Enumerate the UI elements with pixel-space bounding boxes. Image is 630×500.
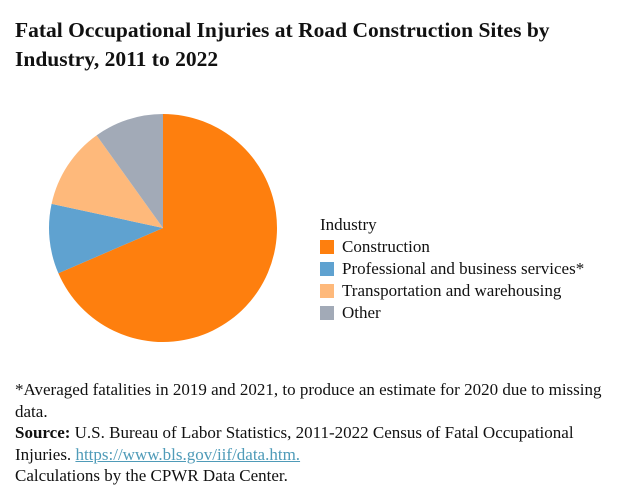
legend-item-other[interactable]: Other <box>320 302 584 324</box>
pie-slice-other[interactable] <box>96 114 163 228</box>
pie-chart <box>48 114 277 342</box>
chart-notes: *Averaged fatalities in 2019 and 2021, t… <box>15 379 625 487</box>
source-note: Source: U.S. Bureau of Labor Statistics,… <box>15 422 625 465</box>
legend-label: Transportation and warehousing <box>342 281 562 300</box>
legend-swatch <box>320 284 334 298</box>
legend-label: Professional and business services* <box>342 259 585 278</box>
legend-item-transportation[interactable]: Transportation and warehousing <box>320 280 584 302</box>
legend-label: Construction <box>342 237 430 256</box>
legend: Industry Construction Professional and b… <box>320 214 584 324</box>
chart-title: Fatal Occupational Injuries at Road Cons… <box>15 18 550 71</box>
source-label: Source: <box>15 423 71 443</box>
legend-item-professional-business[interactable]: Professional and business services* <box>320 258 584 280</box>
source-link[interactable]: https://www.bls.gov/iif/data.htm. <box>75 444 301 464</box>
legend-swatch <box>320 306 334 320</box>
legend-title: Industry <box>320 215 377 234</box>
pie-slice-construction[interactable] <box>58 114 277 342</box>
pie-slice-transportation-and-warehousing[interactable] <box>51 135 163 228</box>
footnote: *Averaged fatalities in 2019 and 2021, t… <box>15 380 602 421</box>
legend-item-construction[interactable]: Construction <box>320 236 584 258</box>
source-text: U.S. Bureau of Labor Statistics, 2011-20… <box>15 423 574 464</box>
legend-label: Other <box>342 303 381 322</box>
legend-swatch <box>320 240 334 254</box>
pie-slice-professional-and-business-services[interactable] <box>48 203 163 274</box>
calculations-note: Calculations by the CPWR Data Center. <box>15 466 288 486</box>
legend-swatch <box>320 262 334 276</box>
